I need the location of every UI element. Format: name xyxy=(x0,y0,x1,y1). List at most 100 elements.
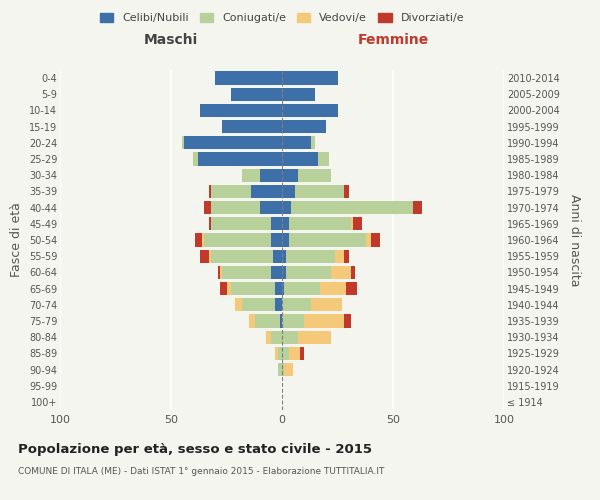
Bar xyxy=(346,282,358,295)
Bar xyxy=(209,185,211,198)
Bar xyxy=(256,314,280,328)
Bar xyxy=(196,234,202,246)
Bar xyxy=(184,136,282,149)
Bar xyxy=(298,168,331,182)
Bar xyxy=(280,314,282,328)
Bar xyxy=(282,104,337,117)
Bar xyxy=(231,282,275,295)
Bar xyxy=(271,266,282,279)
Bar xyxy=(278,346,282,360)
Bar xyxy=(351,266,355,279)
Bar xyxy=(298,330,331,344)
Bar xyxy=(282,346,289,360)
Bar xyxy=(204,234,271,246)
Bar xyxy=(209,250,211,263)
Bar xyxy=(282,185,295,198)
Bar xyxy=(282,168,298,182)
Bar xyxy=(300,346,304,360)
Text: Femmine: Femmine xyxy=(358,34,428,48)
Bar xyxy=(204,201,211,214)
Bar xyxy=(371,234,380,246)
Bar xyxy=(284,282,320,295)
Bar xyxy=(282,282,284,295)
Bar xyxy=(282,266,286,279)
Bar xyxy=(227,282,231,295)
Bar xyxy=(215,72,282,85)
Bar xyxy=(242,298,275,312)
Bar xyxy=(260,201,282,214)
Bar xyxy=(282,363,284,376)
Bar xyxy=(193,152,197,166)
Bar xyxy=(413,201,422,214)
Bar xyxy=(209,217,211,230)
Bar xyxy=(282,217,289,230)
Bar xyxy=(231,88,282,101)
Bar xyxy=(282,250,286,263)
Legend: Celibi/Nubili, Coniugati/e, Vedovi/e, Divorziati/e: Celibi/Nubili, Coniugati/e, Vedovi/e, Di… xyxy=(95,8,469,28)
Bar xyxy=(289,217,351,230)
Bar xyxy=(249,314,256,328)
Bar xyxy=(331,266,351,279)
Y-axis label: Fasce di età: Fasce di età xyxy=(10,202,23,278)
Bar xyxy=(317,152,329,166)
Bar xyxy=(278,363,282,376)
Bar xyxy=(211,185,251,198)
Bar xyxy=(220,266,222,279)
Bar xyxy=(282,234,289,246)
Bar xyxy=(286,266,331,279)
Bar xyxy=(344,185,349,198)
Bar xyxy=(275,282,282,295)
Bar xyxy=(211,250,273,263)
Bar xyxy=(282,298,311,312)
Bar xyxy=(242,168,260,182)
Bar xyxy=(182,136,184,149)
Bar xyxy=(251,185,282,198)
Bar xyxy=(220,282,227,295)
Bar xyxy=(311,136,316,149)
Bar xyxy=(367,234,371,246)
Bar xyxy=(289,346,300,360)
Bar xyxy=(266,330,271,344)
Bar xyxy=(275,298,282,312)
Bar xyxy=(344,314,351,328)
Bar xyxy=(200,104,282,117)
Bar xyxy=(353,217,362,230)
Bar xyxy=(271,217,282,230)
Bar xyxy=(286,250,335,263)
Bar xyxy=(304,314,344,328)
Bar xyxy=(218,266,220,279)
Bar xyxy=(200,250,209,263)
Bar xyxy=(291,201,413,214)
Bar xyxy=(275,346,278,360)
Bar xyxy=(320,282,346,295)
Bar xyxy=(271,330,282,344)
Bar xyxy=(344,250,349,263)
Bar xyxy=(284,363,293,376)
Bar xyxy=(282,330,298,344)
Bar xyxy=(311,298,342,312)
Bar xyxy=(282,72,337,85)
Bar xyxy=(289,234,367,246)
Bar xyxy=(295,185,344,198)
Bar xyxy=(260,168,282,182)
Bar xyxy=(282,314,304,328)
Bar xyxy=(273,250,282,263)
Bar xyxy=(282,201,291,214)
Text: Popolazione per età, sesso e stato civile - 2015: Popolazione per età, sesso e stato civil… xyxy=(18,442,372,456)
Bar xyxy=(222,266,271,279)
Bar xyxy=(351,217,353,230)
Y-axis label: Anni di nascita: Anni di nascita xyxy=(568,194,581,286)
Bar xyxy=(282,136,311,149)
Bar xyxy=(335,250,344,263)
Text: Maschi: Maschi xyxy=(144,34,198,48)
Bar xyxy=(197,152,282,166)
Bar xyxy=(222,120,282,134)
Bar xyxy=(235,298,242,312)
Bar xyxy=(211,217,271,230)
Bar xyxy=(211,201,260,214)
Bar xyxy=(282,88,316,101)
Text: COMUNE DI ITALA (ME) - Dati ISTAT 1° gennaio 2015 - Elaborazione TUTTITALIA.IT: COMUNE DI ITALA (ME) - Dati ISTAT 1° gen… xyxy=(18,468,385,476)
Bar xyxy=(271,234,282,246)
Bar xyxy=(282,120,326,134)
Bar xyxy=(282,152,317,166)
